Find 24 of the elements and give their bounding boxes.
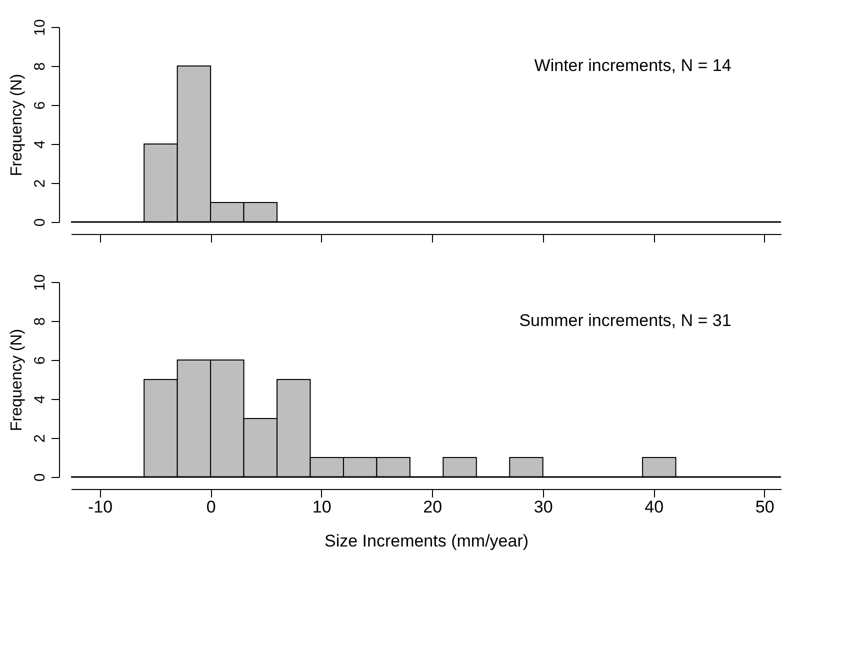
y-tick-label: 4 [32, 395, 48, 404]
y-tick-label: 0 [32, 473, 48, 482]
x-tick-label: 30 [534, 498, 553, 516]
y-tick-label: 6 [32, 356, 48, 365]
x-tick-label: 0 [206, 498, 216, 516]
x-tick-label: 10 [312, 498, 332, 516]
x-tick-label: 20 [423, 498, 442, 516]
x-tick-label: -10 [88, 498, 113, 516]
annotation: Summer increments, N = 31 [519, 311, 732, 330]
y-tick-label: 4 [32, 140, 48, 149]
annotation: Winter increments, N = 14 [534, 56, 732, 75]
y-tick-label: 2 [32, 179, 48, 188]
y-tick-label: 6 [32, 101, 48, 110]
y-tick-label: 2 [32, 434, 48, 443]
y-tick-label: 0 [32, 218, 48, 227]
x-axis-title: Size Increments (mm/year) [324, 532, 529, 550]
y-axis-title: Frequency (N) [8, 74, 26, 176]
y-tick-label: 8 [32, 62, 48, 71]
y-tick-label: 10 [32, 274, 48, 291]
y-tick-label: 10 [32, 19, 48, 36]
y-tick-label: 8 [32, 317, 48, 326]
x-tick-label: 50 [755, 498, 774, 516]
x-tick-label: 40 [644, 498, 664, 516]
y-axis-title: Frequency (N) [8, 328, 26, 432]
